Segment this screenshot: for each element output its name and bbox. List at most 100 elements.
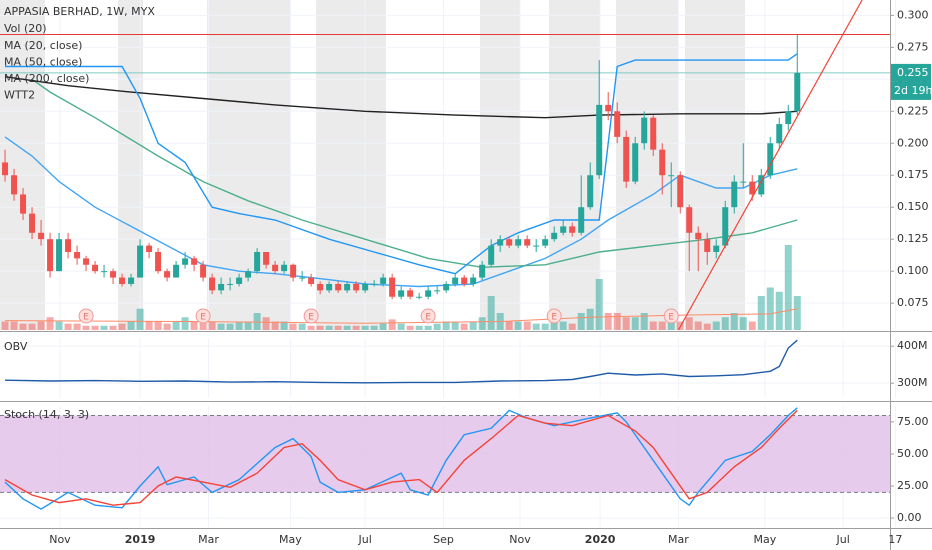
candle-body <box>317 283 324 291</box>
candle-body <box>533 245 540 247</box>
ma-line <box>4 136 798 288</box>
candle-body <box>11 175 18 195</box>
candle-body <box>263 251 270 265</box>
volume-ma <box>5 308 798 324</box>
y-tick-label: 0.200 <box>897 136 929 149</box>
candle-body <box>416 296 423 298</box>
candle-body <box>515 239 522 246</box>
volume-bar <box>577 313 585 330</box>
candle-body <box>209 277 216 291</box>
volume-bar <box>37 321 45 330</box>
candle-body <box>686 207 693 233</box>
volume-bar <box>757 296 765 330</box>
volume-bar <box>172 321 180 330</box>
candle-body <box>236 277 243 284</box>
volume-bar <box>1 321 9 330</box>
volume-bar <box>163 323 171 330</box>
candle-body <box>560 226 567 233</box>
earnings-marker <box>546 308 562 324</box>
candle-body <box>524 239 531 246</box>
candle-body <box>2 162 9 176</box>
y-tick-label: 0.225 <box>897 104 929 117</box>
candle-body <box>335 283 342 291</box>
volume-bar <box>307 325 315 330</box>
volume-bar <box>460 323 468 330</box>
volume-bar <box>55 321 63 330</box>
volume-bar <box>748 321 756 330</box>
volume-bar <box>586 308 594 330</box>
candle-body <box>794 72 801 112</box>
candle-body <box>371 283 378 285</box>
volume-bar <box>298 323 306 330</box>
volume-bar <box>469 321 477 330</box>
volume-bar <box>505 321 513 330</box>
candle-body <box>578 207 585 233</box>
volume-bar <box>649 321 657 330</box>
candle-body <box>659 149 666 176</box>
earnings-label: E <box>308 313 314 323</box>
countdown-box <box>891 81 931 100</box>
x-tick-label: Nov <box>49 533 71 546</box>
candle-body <box>110 271 117 278</box>
volume-bar <box>235 321 243 330</box>
y-tick-label: 0.075 <box>897 296 929 309</box>
shade <box>316 0 386 330</box>
volume-bar <box>793 296 801 330</box>
volume-bar <box>10 321 18 330</box>
candle-body <box>632 143 639 182</box>
volume-bar <box>703 323 711 330</box>
candle-body <box>470 277 477 284</box>
volume-bar <box>28 323 36 330</box>
candle-body <box>326 283 333 291</box>
earnings-marker <box>420 308 436 324</box>
pane <box>0 407 890 510</box>
volume-bar <box>559 321 567 330</box>
y-tick-label: 0.175 <box>897 168 929 181</box>
candle-body <box>650 117 657 150</box>
x-tick-label: Jul <box>836 533 850 546</box>
volume-bar <box>154 321 162 330</box>
volume-bar <box>316 325 324 330</box>
candle-body <box>308 277 315 284</box>
candle-body <box>749 181 756 195</box>
volume-bar <box>19 323 27 330</box>
volume-bar <box>451 321 459 330</box>
candle-body <box>254 251 261 272</box>
volume-bar <box>343 325 351 330</box>
volume-bar <box>640 313 648 330</box>
volume-bar <box>541 323 549 330</box>
candle-body <box>506 239 513 246</box>
trendline <box>677 0 863 330</box>
candle-body <box>497 239 504 246</box>
legend-entry: MA (20, close) <box>4 39 82 52</box>
candle-body <box>785 111 792 125</box>
volume-bar <box>694 321 702 330</box>
volume-bar <box>721 317 729 330</box>
candle-body <box>299 277 306 279</box>
x-tick-label: Mar <box>668 533 689 546</box>
volume-bar <box>685 317 693 330</box>
session-shading <box>0 0 745 330</box>
volume-bar <box>181 317 189 330</box>
candle-body <box>272 264 279 272</box>
volume-bar <box>406 325 414 330</box>
candle-body <box>551 232 558 240</box>
y-tick-label: 0.150 <box>897 200 929 213</box>
legend-entry: Vol (20) <box>4 22 47 35</box>
x-tick-label: May <box>753 533 776 546</box>
x-tick-label: 2019 <box>125 533 156 546</box>
candle-body <box>353 283 360 291</box>
candle-body <box>290 264 297 278</box>
volume-bar <box>730 313 738 330</box>
volume-bar <box>370 325 378 330</box>
volume-bar <box>325 325 333 330</box>
candle-body <box>83 258 90 265</box>
volume-bar <box>109 325 117 330</box>
earnings-label: E <box>200 313 206 323</box>
volume-bar <box>64 323 72 330</box>
candle-body <box>65 239 72 252</box>
candle-body <box>488 245 495 265</box>
ma-line <box>5 53 798 275</box>
earnings-label: E <box>425 313 431 323</box>
